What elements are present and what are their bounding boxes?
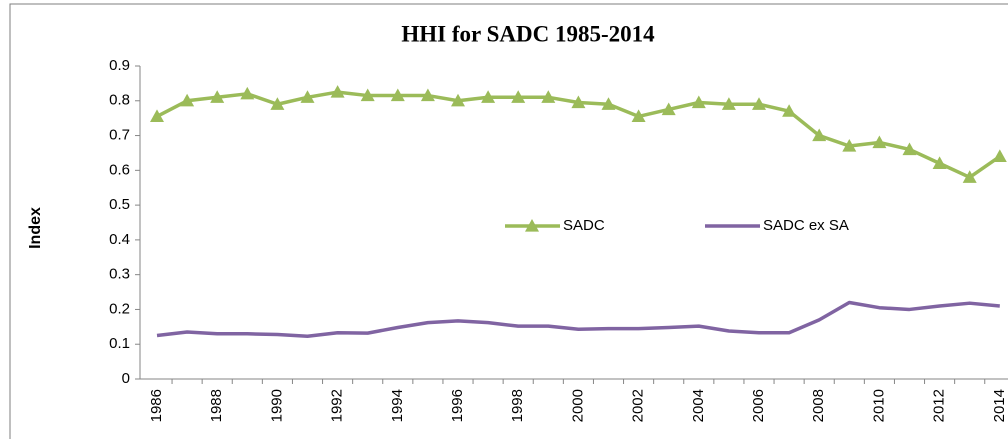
- y-axis-title: Index: [27, 207, 44, 249]
- x-tick-label: 1992: [329, 389, 346, 422]
- x-tick-label: 1986: [148, 389, 165, 422]
- marker: [300, 90, 315, 103]
- marker: [180, 93, 195, 107]
- x-tick-label: 2006: [750, 389, 767, 422]
- legend-label: SADC ex SA: [763, 217, 849, 234]
- x-tick-label: 2000: [569, 389, 586, 422]
- y-tick-label: 0.8: [109, 92, 130, 109]
- x-tick-label: 2004: [690, 389, 707, 422]
- marker: [932, 156, 947, 169]
- marker: [420, 88, 435, 102]
- x-tick-label: 2010: [870, 389, 887, 422]
- marker: [631, 109, 646, 123]
- marker: [752, 97, 766, 110]
- y-tick-label: 0.1: [109, 335, 130, 352]
- x-tick-label: 1988: [208, 389, 225, 422]
- marker: [330, 85, 345, 98]
- marker: [210, 90, 225, 103]
- y-tick-label: 0.4: [109, 231, 130, 248]
- legend-label: SADC: [563, 217, 605, 234]
- y-tick-label: 0.2: [109, 300, 130, 317]
- marker: [721, 97, 736, 110]
- marker: [782, 104, 797, 117]
- marker: [691, 95, 706, 109]
- marker: [451, 93, 465, 107]
- marker: [661, 102, 676, 116]
- y-tick-label: 0.6: [109, 161, 130, 178]
- marker: [481, 90, 496, 103]
- marker: [390, 88, 405, 102]
- series-line: [156, 300, 1000, 338]
- y-tick-label: 0: [122, 370, 130, 387]
- x-tick-label: 1998: [509, 389, 526, 422]
- x-tick-label: 2002: [630, 389, 647, 422]
- marker: [511, 90, 526, 103]
- chart-border: [9, 3, 1008, 439]
- marker: [902, 142, 917, 156]
- marker: [571, 95, 586, 109]
- y-tick-label: 0.9: [109, 57, 130, 74]
- x-tick-label: 1990: [268, 389, 285, 422]
- marker: [360, 88, 375, 102]
- y-tick-label: 0.3: [109, 266, 130, 283]
- marker: [872, 135, 887, 149]
- marker: [812, 128, 827, 142]
- x-tick-label: 1994: [389, 389, 406, 422]
- x-tick-label: 1996: [449, 389, 466, 422]
- marker: [992, 149, 1007, 163]
- x-tick-label: 2008: [810, 389, 827, 422]
- marker: [150, 109, 164, 123]
- y-tick-label: 0.7: [109, 127, 130, 144]
- x-tick-label: 2012: [931, 389, 948, 422]
- marker: [270, 97, 285, 110]
- marker: [541, 90, 556, 103]
- marker: [601, 97, 616, 110]
- marker: [962, 170, 977, 183]
- marker: [240, 86, 255, 100]
- marker: [842, 138, 857, 152]
- x-tick-label: 2014: [991, 389, 1008, 422]
- chart-title: HHI for SADC 1985-2014: [401, 21, 655, 46]
- y-tick-label: 0.5: [109, 196, 130, 213]
- legend-marker: [525, 219, 539, 232]
